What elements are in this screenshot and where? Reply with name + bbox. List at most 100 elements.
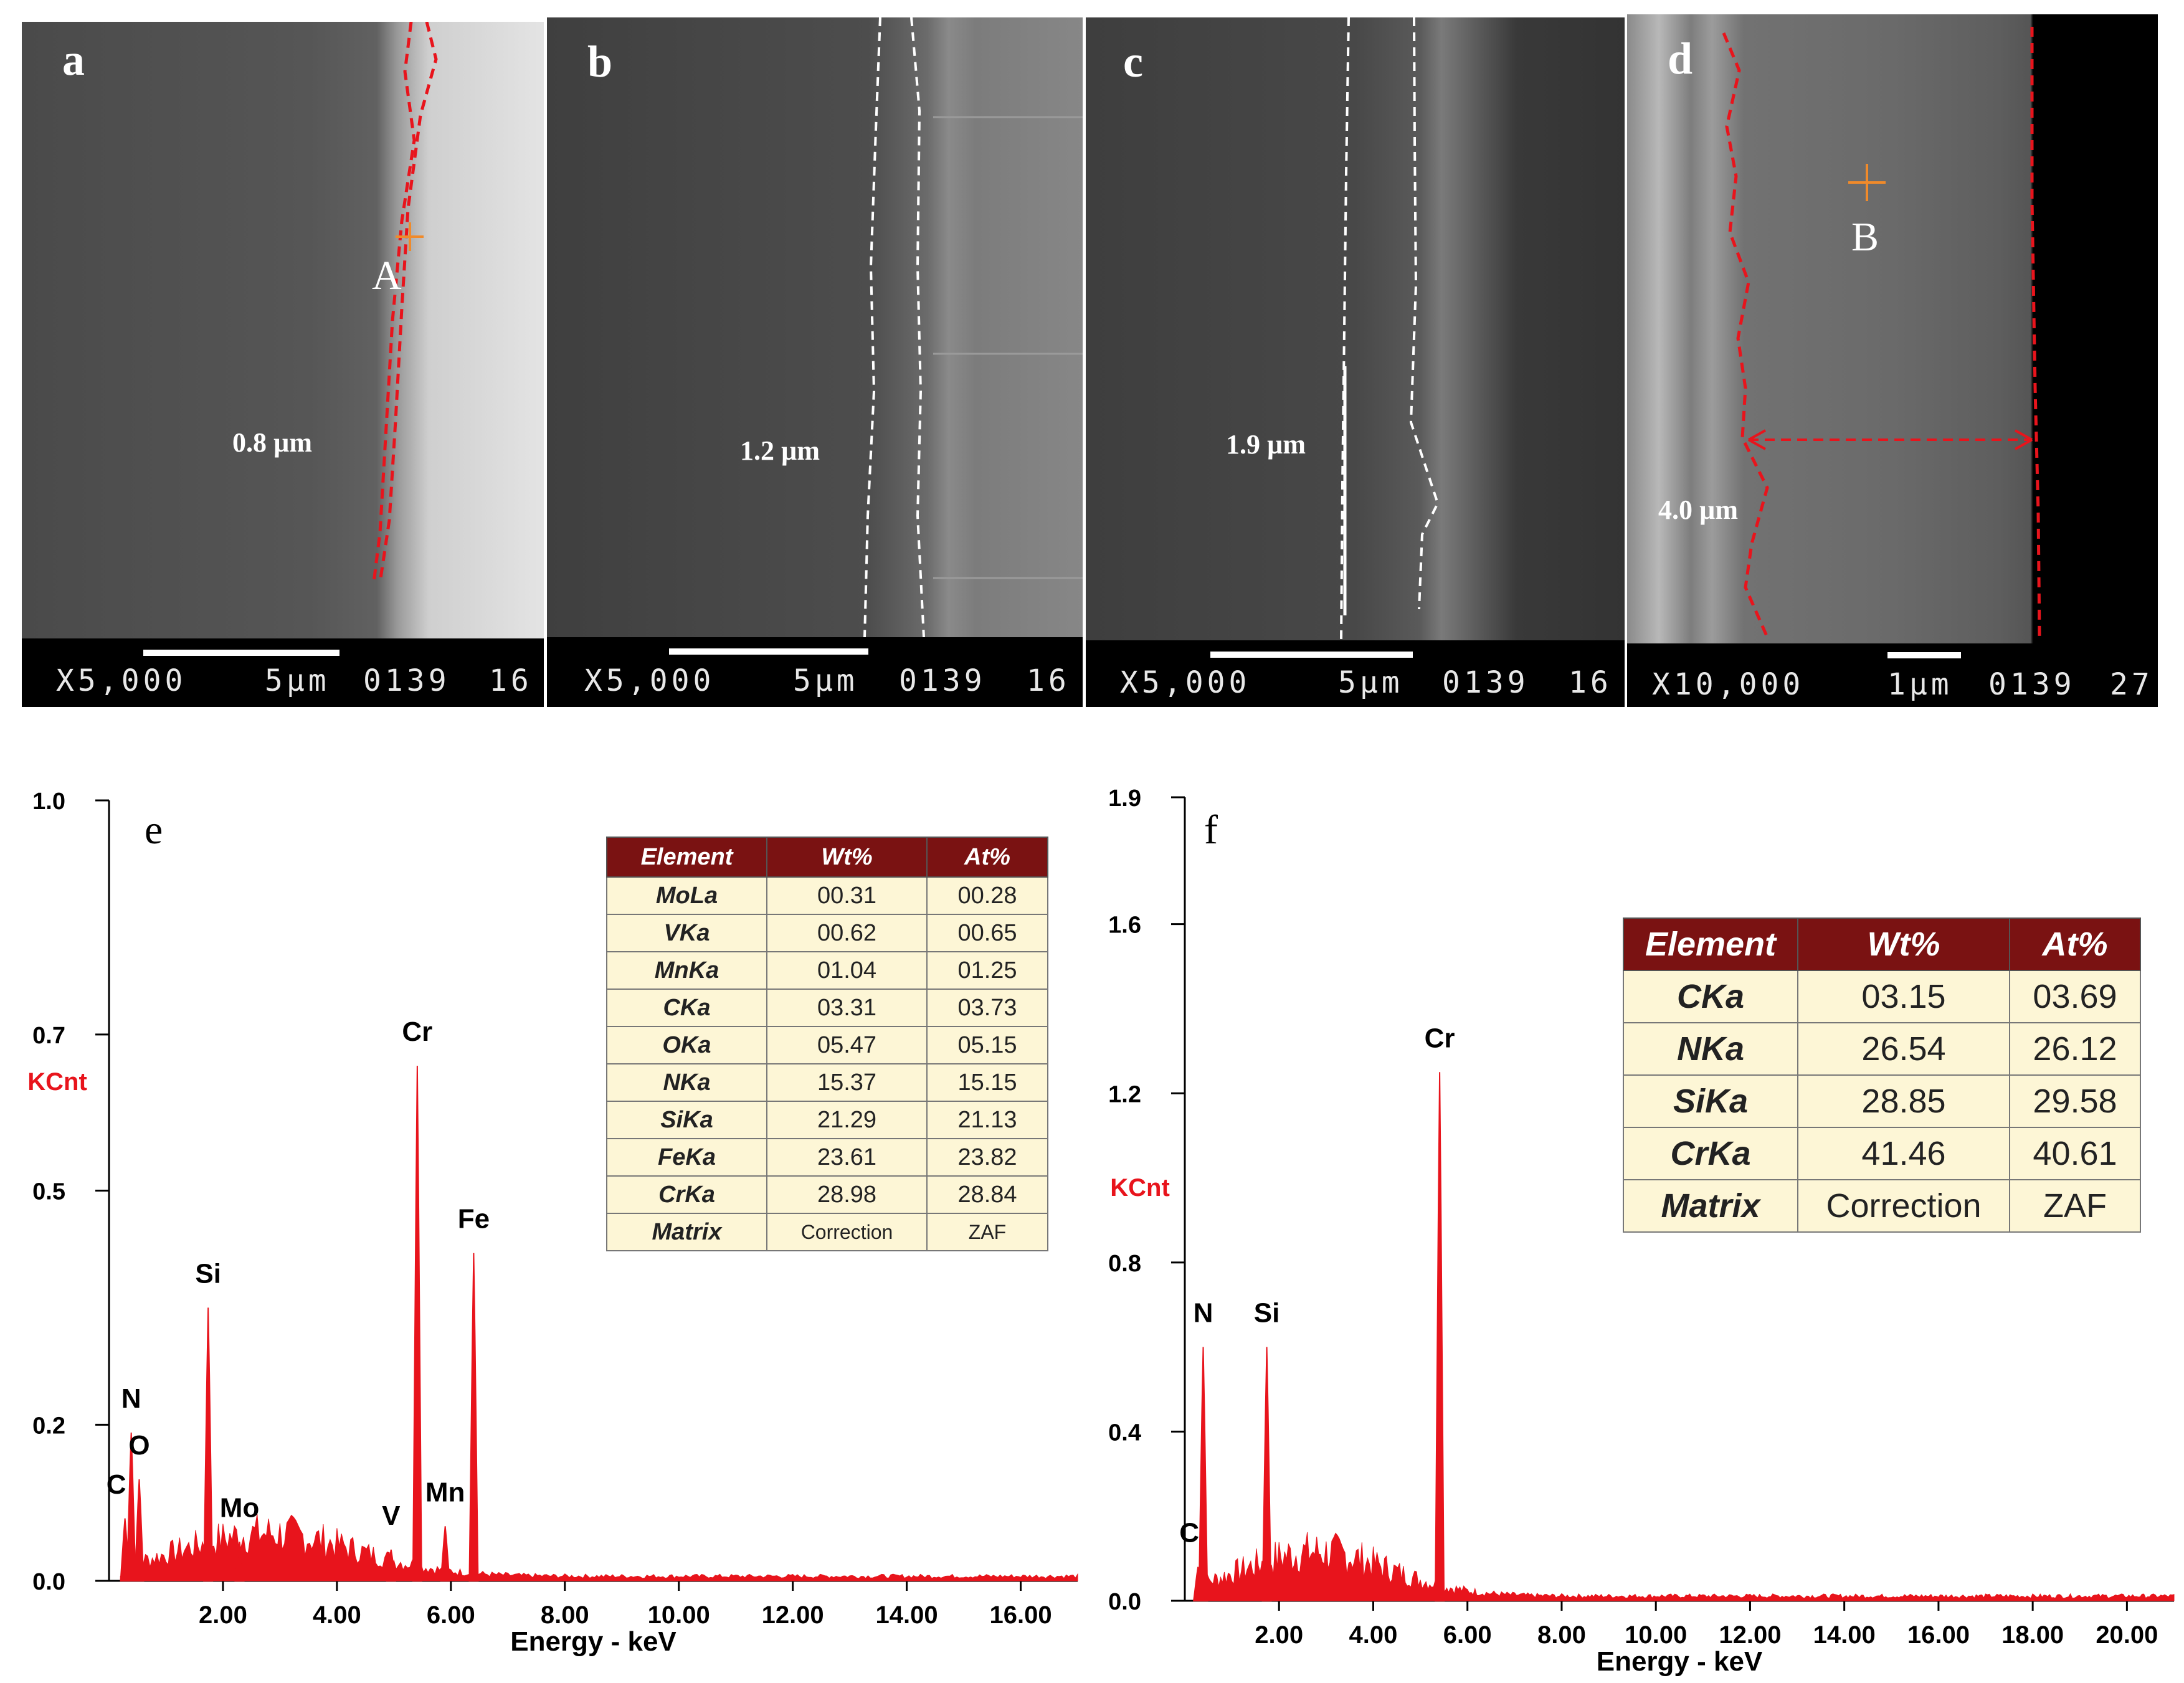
y-tick-label: 0.7 xyxy=(32,1023,65,1049)
table-row: VKa 00.62 00.65 xyxy=(606,914,1048,952)
point-label-d: B xyxy=(1851,214,1879,260)
sem-image-c xyxy=(1086,17,1625,640)
peak-si xyxy=(203,1307,214,1581)
x-tick-label: 12.00 xyxy=(1719,1621,1781,1649)
element-cell: SiKa xyxy=(606,1101,767,1139)
magnification: X10,000 xyxy=(1652,667,1805,702)
wt-cell: 41.46 xyxy=(1797,1127,2010,1180)
scale-bar xyxy=(1887,652,1961,658)
x-tick-label: 20.00 xyxy=(2096,1621,2158,1649)
y-tick-label: 0.8 xyxy=(1108,1251,1141,1277)
at-cell: 03.73 xyxy=(926,988,1048,1027)
peak-label-c: C xyxy=(1179,1518,1199,1548)
image-code: 0139 xyxy=(363,663,450,698)
peak-si xyxy=(1261,1347,1272,1601)
peak-label-cr: Cr xyxy=(1425,1023,1455,1053)
element-cell: SiKa xyxy=(1623,1074,1798,1128)
wt-cell: 28.98 xyxy=(766,1175,928,1214)
wt-cell: 23.61 xyxy=(766,1138,928,1177)
x-tick-label: 4.00 xyxy=(1349,1621,1398,1649)
peak-label-si: Si xyxy=(1254,1298,1280,1329)
spectrum-plot-f: 0.0 0.4 0.8 1.2 1.6 1.9 2.00 4.00 6.00 8.00 10.00 1… xyxy=(1108,785,2175,1677)
peak-label-cr: Cr xyxy=(402,1017,432,1047)
table-row: FeKa 23.61 23.82 xyxy=(606,1138,1048,1177)
x-tick-label: 2.00 xyxy=(199,1601,247,1629)
peak-cr xyxy=(412,1066,422,1581)
wt-cell: Correction xyxy=(1797,1179,2010,1233)
at-cell: 40.61 xyxy=(2009,1127,2141,1180)
at-cell: 05.15 xyxy=(926,1026,1048,1064)
table-row: NKa 26.54 26.12 xyxy=(1623,1022,2141,1076)
table-header-row: Element Wt% At% xyxy=(1623,917,2141,971)
scale-value: 5µm xyxy=(265,663,330,698)
x-tick-label: 12.00 xyxy=(762,1601,824,1629)
x-axis-label: Energy - keV xyxy=(1597,1646,1763,1677)
x-tick-label: 10.00 xyxy=(648,1601,710,1629)
coating-boundary-lines-c xyxy=(1340,17,1440,640)
panel-letter-d: d xyxy=(1668,34,1693,83)
wt-cell: 05.47 xyxy=(766,1026,928,1064)
thickness-label-d: 4.0 µm xyxy=(1658,495,1739,525)
element-cell: CrKa xyxy=(1623,1127,1798,1180)
peak-label-n: N xyxy=(121,1383,141,1414)
table-row: SiKa 21.29 21.13 xyxy=(606,1101,1048,1139)
x-tick-label: 4.00 xyxy=(313,1601,361,1629)
x-tick-label: 14.00 xyxy=(876,1601,938,1629)
element-cell: VKa xyxy=(606,914,767,952)
y-tick-label: 1.6 xyxy=(1108,913,1141,939)
element-cell: Matrix xyxy=(606,1213,767,1251)
x-tick-label: 14.00 xyxy=(1813,1621,1876,1649)
table-row: CKa 03.31 03.73 xyxy=(606,988,1048,1027)
element-cell: OKa xyxy=(606,1026,767,1064)
x-tick-label: 8.00 xyxy=(541,1601,589,1629)
x-tick-label: 16.00 xyxy=(1907,1621,1970,1649)
at-cell: 28.84 xyxy=(926,1175,1048,1214)
at-cell: ZAF xyxy=(2009,1179,2141,1233)
element-cell: MoLa xyxy=(606,876,767,915)
magnification: X5,000 xyxy=(584,663,715,698)
peak-label-mo: Mo xyxy=(220,1492,260,1523)
panel-letter-b: b xyxy=(587,37,613,87)
coating-boundary-lines-d xyxy=(1722,27,2041,638)
frame-number: 16 xyxy=(1569,665,1612,700)
scale-value: 1µm xyxy=(1887,667,1953,702)
frame-number: 27 xyxy=(2110,667,2153,702)
table-row: Matrix Correction ZAF xyxy=(1623,1179,2141,1233)
header-wt: Wt% xyxy=(766,837,928,878)
magnification: X5,000 xyxy=(56,663,187,698)
header-element: Element xyxy=(606,837,767,878)
wt-cell: 26.54 xyxy=(1797,1022,2010,1076)
table-row: OKa 05.47 05.15 xyxy=(606,1026,1048,1064)
element-cell: Matrix xyxy=(1623,1179,1798,1233)
coating-boundary-lines-a xyxy=(372,22,438,583)
x-tick-label: 2.00 xyxy=(1255,1621,1303,1649)
header-at: At% xyxy=(926,837,1048,878)
sem-image-d xyxy=(1627,14,2158,643)
peak-mo xyxy=(234,1542,245,1581)
sem-databar-c: X5,000 5µm 0139 16 xyxy=(1086,640,1625,707)
peak-n xyxy=(126,1432,136,1581)
x-tick-label: 6.00 xyxy=(427,1601,475,1629)
sem-panel-c: c 1.9 µm X5,000 5µm 0139 16 xyxy=(1086,17,1625,707)
table-row: MoLa 00.31 00.28 xyxy=(606,876,1048,915)
x-axis-label: Energy - keV xyxy=(510,1626,677,1657)
header-wt: Wt% xyxy=(1797,917,2010,971)
wt-cell: 15.37 xyxy=(766,1063,928,1102)
table-row: CrKa 28.98 28.84 xyxy=(606,1175,1048,1214)
wt-cell: 00.31 xyxy=(766,876,928,915)
scale-value: 5µm xyxy=(793,663,858,698)
sem-image-a xyxy=(22,22,544,638)
frame-number: 16 xyxy=(489,663,533,698)
wt-cell: 03.15 xyxy=(1797,970,2010,1023)
peak-fe xyxy=(468,1253,479,1581)
y-tick-label: 0.0 xyxy=(32,1569,65,1595)
element-cell: NKa xyxy=(1623,1022,1798,1076)
peak-label-fe: Fe xyxy=(458,1204,490,1235)
element-cell: CKa xyxy=(606,988,767,1027)
sem-databar-d: X10,000 1µm 0139 27 xyxy=(1627,643,2158,707)
peak-label-v: V xyxy=(382,1500,401,1531)
sem-databar-b: X5,000 5µm 0139 16 xyxy=(547,637,1083,707)
y-tick-label: 0.2 xyxy=(32,1413,65,1439)
at-cell: 03.69 xyxy=(2009,970,2141,1023)
header-element: Element xyxy=(1623,917,1798,971)
